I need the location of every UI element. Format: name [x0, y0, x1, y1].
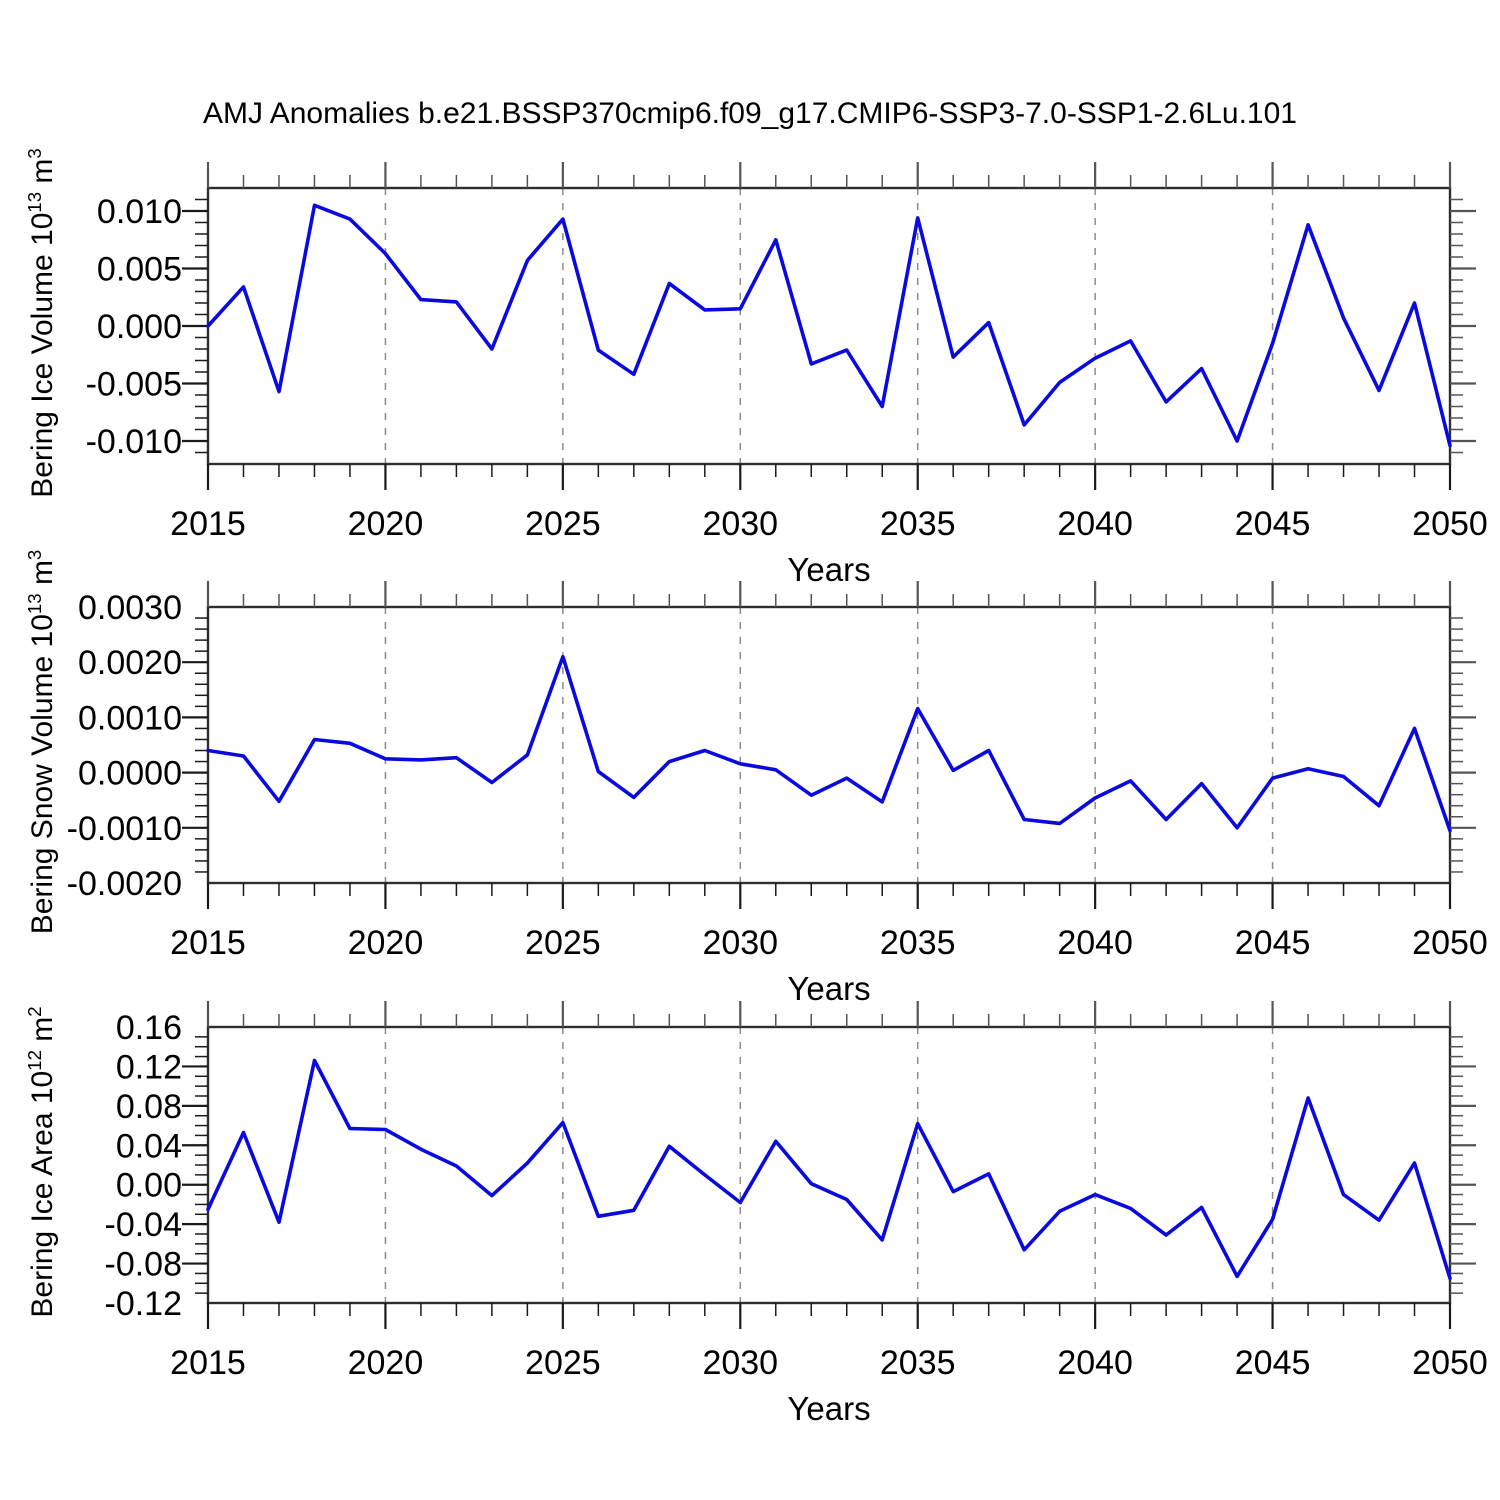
x-tick-label: 2045	[1235, 505, 1311, 543]
plot-box	[206, 605, 1452, 885]
y-tick-label: -0.04	[105, 1206, 183, 1244]
x-tick-label: 2020	[348, 1344, 424, 1382]
x-tick-label: 2030	[702, 505, 778, 543]
x-tick-label: 2050	[1412, 924, 1488, 962]
y-axis-title-exponent: 13	[24, 191, 45, 213]
x-tick-label: 2030	[702, 924, 778, 962]
x-axis-title-middle: Years	[787, 970, 871, 1007]
y-tick-label: 0.0020	[78, 644, 182, 682]
x-tick-label: 2035	[880, 924, 956, 962]
x-tick-label: 2025	[525, 924, 601, 962]
y-tick-label: 0.000	[97, 308, 182, 346]
y-tick-label: -0.08	[105, 1246, 183, 1284]
y-tick-label: -0.0010	[67, 810, 182, 848]
y-tick-label: 0.16	[116, 1009, 182, 1047]
y-tick-label: 0.04	[116, 1127, 182, 1165]
y-axis-title-exponent: 12	[24, 1050, 45, 1071]
y-tick-label: -0.12	[105, 1285, 183, 1323]
x-tick-label: 2035	[880, 1344, 956, 1382]
x-tick-label: 2015	[170, 505, 246, 543]
x-tick-label: 2030	[702, 1344, 778, 1382]
y-tick-label: 0.00	[116, 1167, 182, 1205]
x-tick-label: 2015	[170, 1344, 246, 1382]
x-axis-title-bottom: Years	[787, 1390, 871, 1427]
y-tick-label: 0.0030	[78, 589, 182, 627]
plot-box	[206, 1025, 1452, 1305]
y-tick-label: -0.0020	[67, 865, 182, 903]
x-tick-label: 2040	[1057, 1344, 1133, 1382]
y-axis-title-ice-area: Bering Ice Area 1012 m2	[24, 862, 60, 1462]
y-tick-label: 0.0000	[78, 755, 182, 793]
chart-bering-ice-area: 2015 2020 2025 2030 2035 2040 2045 2050 0.160.12…	[105, 1001, 1488, 1382]
y-tick-label: 0.0010	[78, 699, 182, 737]
x-tick-label: 2040	[1057, 924, 1133, 962]
figure-title: AMJ Anomalies b.e21.BSSP370cmip6.f09_g17…	[203, 97, 1297, 130]
y-axis-title-unit-exponent: 3	[24, 148, 45, 159]
y-tick-label: -0.005	[86, 366, 182, 404]
chart-bering-snow-volume: 2015 2020 2025 2030 2035 2040 2045 2050 0.0030 0.…	[67, 581, 1488, 962]
y-axis-title-unit: m	[26, 158, 59, 192]
data-line-bering-snow-volume	[206, 654, 1452, 833]
x-tick-label: 2015	[170, 924, 246, 962]
x-axis-title-top: Years	[787, 551, 871, 588]
data-line-bering-ice-area	[206, 1058, 1452, 1281]
x-tick-label: 2025	[525, 505, 601, 543]
data-line-bering-ice-volume	[206, 203, 1452, 448]
x-tick-label: 2050	[1412, 1344, 1488, 1382]
y-axis-title-exponent: 13	[24, 593, 45, 615]
x-tick-label: 2025	[525, 1344, 601, 1382]
x-tick-label: 2020	[348, 505, 424, 543]
y-axis-title-unit: m	[26, 560, 59, 594]
x-tick-label: 2045	[1235, 924, 1311, 962]
x-tick-label: 2020	[348, 924, 424, 962]
x-tick-label: 2040	[1057, 505, 1133, 543]
y-tick-label: 0.12	[116, 1048, 182, 1086]
y-axis-title-unit-exponent: 3	[24, 549, 45, 561]
y-axis-title-unit: m	[26, 1016, 59, 1051]
y-tick-label: -0.010	[86, 423, 182, 461]
y-tick-label: 0.010	[97, 193, 182, 231]
plot-box	[206, 186, 1452, 466]
x-tick-label: 2050	[1412, 505, 1488, 543]
x-tick-label: 2035	[880, 505, 956, 543]
chart-bering-ice-volume: 2015 2020 2025 2030 2035 2040 2045 2050 0.010 0.0…	[86, 162, 1488, 543]
y-axis-title-text: Bering Ice Area 10	[26, 1070, 59, 1318]
y-axis-title-unit-exponent: 2	[24, 1006, 45, 1017]
y-tick-label: 0.005	[97, 251, 182, 289]
y-tick-label: 0.08	[116, 1088, 182, 1126]
x-tick-label: 2045	[1235, 1344, 1311, 1382]
